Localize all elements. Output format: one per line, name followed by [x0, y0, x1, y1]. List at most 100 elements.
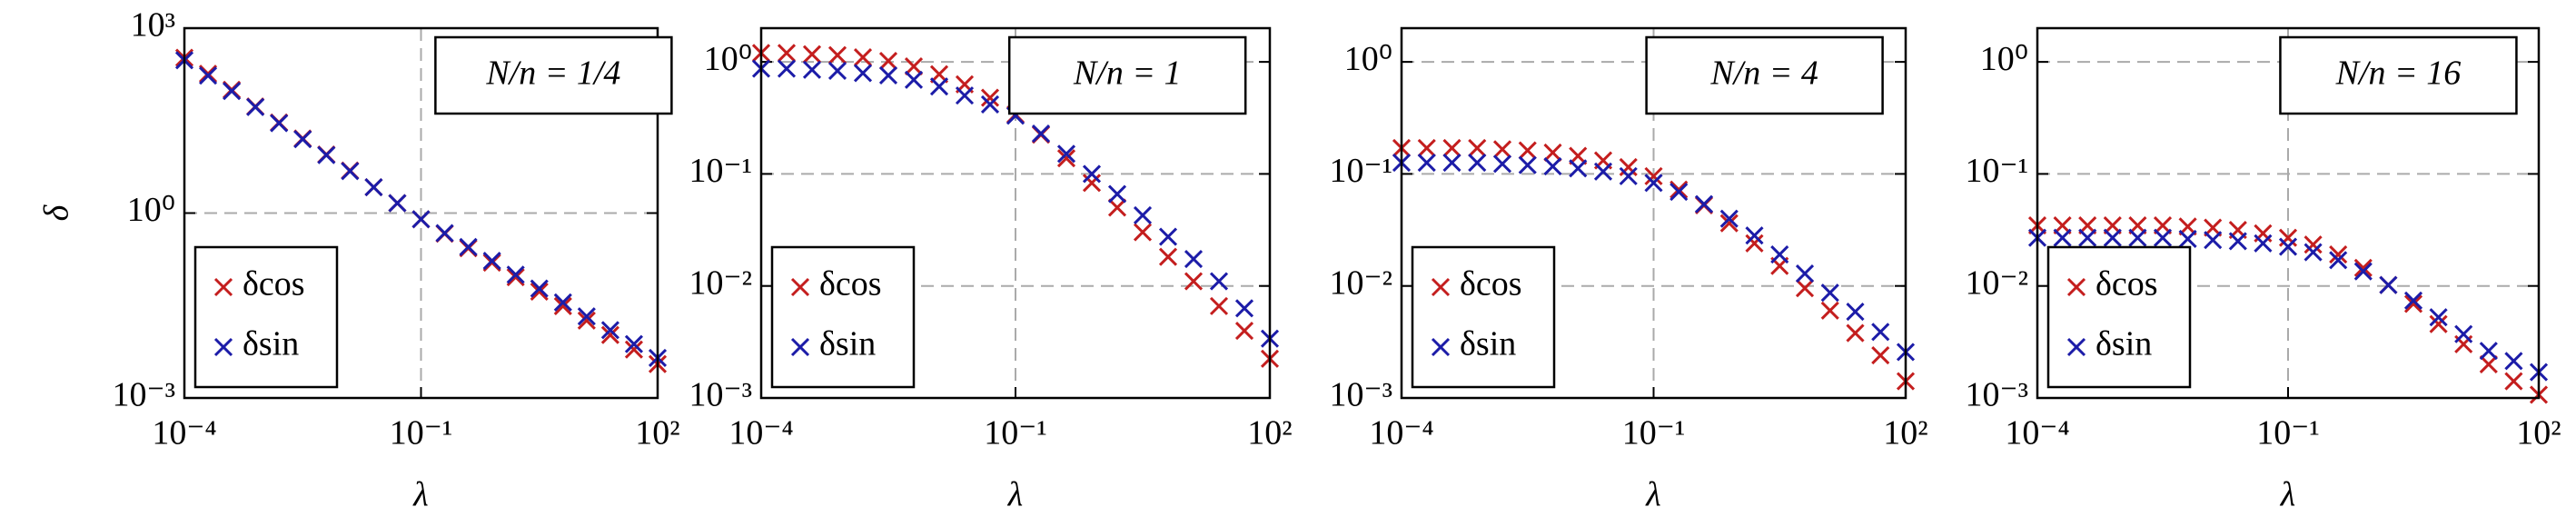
- data-point: [853, 47, 873, 67]
- data-point: [2153, 228, 2173, 247]
- marker-stroke: [1158, 227, 1178, 246]
- panel: 10⁻⁴ 10⁻¹ 10² 10⁻³ 10⁻² 10⁻¹ 10⁰ N/n = 1 δcos δsi…: [689, 26, 1293, 514]
- marker-stroke: [904, 56, 924, 76]
- data-point: [293, 130, 312, 149]
- data-point: [2053, 228, 2072, 247]
- marker-stroke: [790, 277, 810, 297]
- annotation: N/n = 1/4: [485, 55, 620, 93]
- marker-stroke: [2278, 237, 2298, 256]
- plot-frame: [2036, 26, 2541, 400]
- data-point: [1184, 272, 1204, 291]
- x-tick-label: 10²: [2516, 414, 2561, 452]
- legend-label: δcos: [243, 265, 305, 303]
- data-point: [1209, 272, 1229, 291]
- marker-stroke: [1770, 244, 1789, 264]
- data-point: [506, 265, 525, 284]
- marker-stroke: [2479, 354, 2498, 373]
- plot-frame: [183, 26, 659, 400]
- marker-stroke: [853, 47, 873, 67]
- marker-stroke: [213, 277, 233, 297]
- data-point: [388, 194, 407, 213]
- annotation: N/n = 16: [2335, 55, 2462, 93]
- legend-marker: [1431, 277, 1451, 297]
- data-point: [2204, 231, 2223, 250]
- marker-stroke: [1492, 140, 1512, 159]
- data-point: [2278, 228, 2298, 247]
- data-point: [1619, 166, 1638, 185]
- x-tick-label: 10⁻⁴: [728, 414, 793, 452]
- marker-stroke: [1820, 283, 1839, 303]
- data-point: [1417, 138, 1436, 158]
- marker-stroke: [777, 44, 797, 63]
- data-point: [317, 145, 336, 164]
- marker-stroke: [553, 296, 572, 315]
- marker-stroke: [530, 279, 549, 298]
- marker-stroke: [1468, 153, 1487, 173]
- data-point: [878, 65, 898, 85]
- marker-stroke: [904, 70, 924, 89]
- marker-stroke: [2128, 228, 2147, 247]
- data-point: [2479, 342, 2498, 361]
- data-point: [2178, 229, 2197, 248]
- marker-stroke: [1518, 141, 1537, 160]
- legend-label: δcos: [1460, 265, 1522, 303]
- marker-stroke: [624, 334, 644, 353]
- marker-stroke: [2304, 235, 2323, 254]
- marker-stroke: [1184, 249, 1204, 269]
- legend-marker: [2066, 277, 2086, 297]
- marker-stroke: [980, 94, 1000, 114]
- marker-stroke: [1719, 214, 1739, 233]
- marker-stroke: [1644, 174, 1663, 193]
- data-point: [1745, 226, 1764, 245]
- data-point: [777, 59, 797, 78]
- data-point: [1518, 155, 1537, 174]
- annotation-box: [1645, 35, 1884, 115]
- marker-stroke: [1669, 180, 1689, 199]
- annotation-box: [434, 35, 673, 115]
- marker-stroke: [2254, 234, 2273, 253]
- marker-stroke: [1569, 159, 1588, 178]
- data-point: [341, 162, 360, 181]
- x-axis-label: λ: [2280, 476, 2295, 514]
- marker-stroke: [1442, 153, 1461, 173]
- legend-marker: [213, 277, 233, 297]
- data-point: [1644, 166, 1663, 185]
- legend-marker: [790, 337, 810, 357]
- marker-stroke: [827, 61, 847, 81]
- marker-stroke: [980, 88, 1000, 107]
- marker-stroke: [2329, 244, 2348, 264]
- marker-stroke: [1669, 183, 1689, 202]
- marker-stroke: [1468, 138, 1487, 158]
- data-point: [1846, 302, 1865, 322]
- marker-stroke: [1234, 299, 1254, 318]
- data-point: [577, 307, 596, 326]
- plot-frame: [759, 26, 1272, 400]
- marker-stroke: [1846, 323, 1865, 343]
- data-point: [1234, 321, 1254, 341]
- marker-stroke: [482, 251, 501, 271]
- y-tick-label: 10⁻¹: [1330, 152, 1392, 190]
- data-point: [553, 293, 572, 312]
- marker-stroke: [1431, 337, 1451, 357]
- marker-stroke: [506, 265, 525, 284]
- marker-stroke: [1234, 321, 1254, 341]
- marker-stroke: [388, 194, 407, 213]
- marker-stroke: [1209, 296, 1229, 315]
- marker-stroke: [1417, 138, 1436, 158]
- data-point: [2429, 308, 2448, 327]
- marker-stroke: [553, 293, 572, 312]
- marker-stroke: [1107, 184, 1127, 204]
- marker-stroke: [853, 64, 873, 83]
- marker-stroke: [2403, 294, 2423, 313]
- marker-stroke: [1417, 153, 1436, 173]
- data-point: [2403, 291, 2423, 310]
- marker-stroke: [777, 59, 797, 78]
- data-point: [1543, 143, 1562, 163]
- data-point: [600, 321, 619, 340]
- data-point: [1644, 174, 1663, 193]
- panel: 10⁻⁴ 10⁻¹ 10² 10⁻³ 10⁻² 10⁻¹ 10⁰ N/n = 4 δcos δsi…: [1330, 26, 1928, 514]
- data-point: [506, 267, 525, 287]
- y-tick-label: 10⁻²: [1330, 264, 1392, 302]
- panel: 10⁻⁴ 10⁻¹ 10² 10⁻³ 10⁻² 10⁻¹ 10⁰ N/n = 16 δcos δs…: [1966, 26, 2561, 514]
